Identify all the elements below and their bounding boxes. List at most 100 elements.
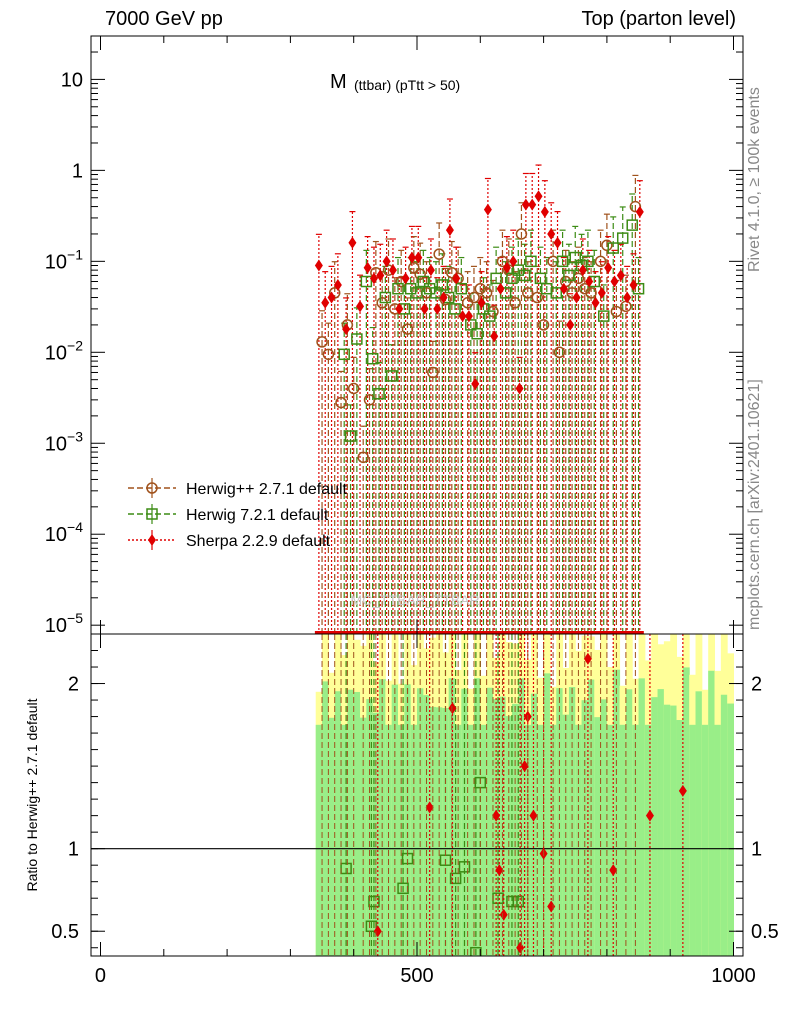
data-point-filled-diamond (610, 275, 619, 288)
data-point-open-square (385, 370, 398, 382)
band-green-bin (524, 724, 532, 956)
band-green-bin (467, 724, 475, 956)
data-point-open-circle (401, 323, 414, 335)
ratio-y-tick-label-right: 1 (751, 839, 762, 861)
floor-marker (597, 631, 606, 634)
data-point-filled-diamond (445, 224, 454, 237)
floor-marker (585, 631, 594, 634)
data-point-filled-diamond (629, 278, 638, 291)
data-point-open-square (411, 287, 423, 299)
data-point-filled-diamond (471, 377, 480, 390)
band-green-bin (391, 684, 399, 956)
data-point-open-square (344, 430, 357, 442)
data-point-open-square (436, 279, 449, 291)
floor-marker (333, 631, 342, 634)
data-point-filled-diamond (585, 275, 594, 288)
data-point-filled-diamond (528, 198, 537, 211)
band-green-bin (670, 705, 678, 956)
band-green-bin (328, 717, 336, 956)
data-point-filled-diamond (553, 236, 562, 249)
data-point-open-circle (468, 291, 480, 304)
floor-marker (540, 631, 549, 634)
data-point-open-circle (594, 255, 607, 268)
band-green-bin (594, 717, 602, 956)
data-point-filled-diamond (363, 261, 372, 274)
band-green-bin (682, 667, 690, 956)
data-point-open-circle (553, 346, 566, 359)
data-point-filled-diamond (376, 269, 385, 282)
ratio-y-tick-label-right: 0.5 (751, 921, 779, 943)
data-point-open-circle (363, 394, 376, 406)
ratio-y-tick-label-right: 2 (751, 674, 762, 696)
data-point-open-square (465, 319, 477, 331)
band-green-bin (322, 681, 329, 956)
floor-marker (623, 631, 632, 634)
band-green-bin (429, 706, 437, 956)
data-point-open-circle (585, 287, 597, 299)
data-point-open-square (471, 327, 483, 340)
floor-marker (369, 631, 378, 634)
band-green-bin (663, 704, 671, 956)
data-point-filled-diamond (591, 296, 600, 309)
floor-marker (414, 631, 423, 634)
ratio-point-filled-diamond (495, 864, 504, 877)
band-green-bin (486, 687, 494, 956)
data-point-filled-diamond (407, 251, 416, 264)
data-point-filled-diamond (534, 190, 543, 203)
band-green-bin (537, 724, 545, 956)
data-point-open-square (373, 388, 385, 400)
data-point-open-square (534, 272, 547, 285)
y-tick-label: 1 (72, 160, 83, 182)
floor-marker (439, 631, 448, 634)
data-point-filled-diamond (604, 261, 613, 274)
data-point-filled-diamond (348, 236, 357, 249)
band-green-bin (657, 689, 665, 956)
legend-label: Herwig++ 2.7.1 default (186, 481, 348, 498)
ratio-point-filled-diamond (609, 864, 618, 877)
axis-ticks: 10 1 10−1 10−2 10−3 10−4 10−5 0.5 0.5 1 1 2 2 0 500 100… (45, 36, 779, 987)
floor-marker (363, 631, 372, 634)
floor-marker (616, 631, 625, 634)
data-point-filled-diamond (333, 278, 342, 291)
ratio-series (321, 634, 687, 956)
floor-marker (382, 631, 391, 634)
ratio-uncertainty-bands (315, 634, 735, 956)
ratio-point-filled-diamond (425, 801, 434, 814)
data-point-filled-diamond (356, 300, 365, 313)
ratio-point-open-square (368, 895, 380, 908)
floor-marker (477, 631, 486, 634)
y-tick-label: 10−3 (45, 428, 83, 455)
floor-marker (356, 631, 365, 634)
data-point-open-square (430, 287, 442, 299)
data-point-open-circle (480, 287, 493, 299)
data-point-filled-diamond (433, 302, 442, 315)
floor-marker (534, 631, 543, 634)
ratio-point-filled-diamond (492, 809, 501, 822)
band-green-bin (417, 688, 424, 956)
floor-marker (572, 631, 581, 634)
band-green-bin (315, 724, 323, 956)
band-green-bin (473, 678, 481, 956)
data-point-open-circle (509, 297, 521, 309)
data-point-filled-diamond (509, 255, 518, 268)
ratio-point-filled-diamond (678, 784, 687, 797)
data-point-open-square (607, 242, 619, 254)
floor-marker (483, 631, 492, 634)
band-green-bin (353, 691, 361, 956)
band-green-bin (435, 707, 443, 956)
data-point-filled-diamond (490, 330, 499, 343)
data-point-open-square (351, 333, 363, 345)
data-point-open-square (525, 255, 537, 268)
floor-marker (490, 631, 499, 634)
floor-marker (342, 631, 351, 634)
ratio-point-open-square (506, 895, 518, 908)
error-bars (314, 164, 644, 634)
floor-marker (553, 631, 562, 634)
x-tick-label: 1000 (711, 965, 756, 987)
floor-marker (395, 631, 404, 634)
data-point-open-circle (427, 366, 439, 379)
band-green-bin (651, 697, 659, 956)
band-green-bin (511, 703, 519, 956)
band-green-bin (461, 688, 469, 956)
data-point-filled-diamond (439, 291, 448, 304)
